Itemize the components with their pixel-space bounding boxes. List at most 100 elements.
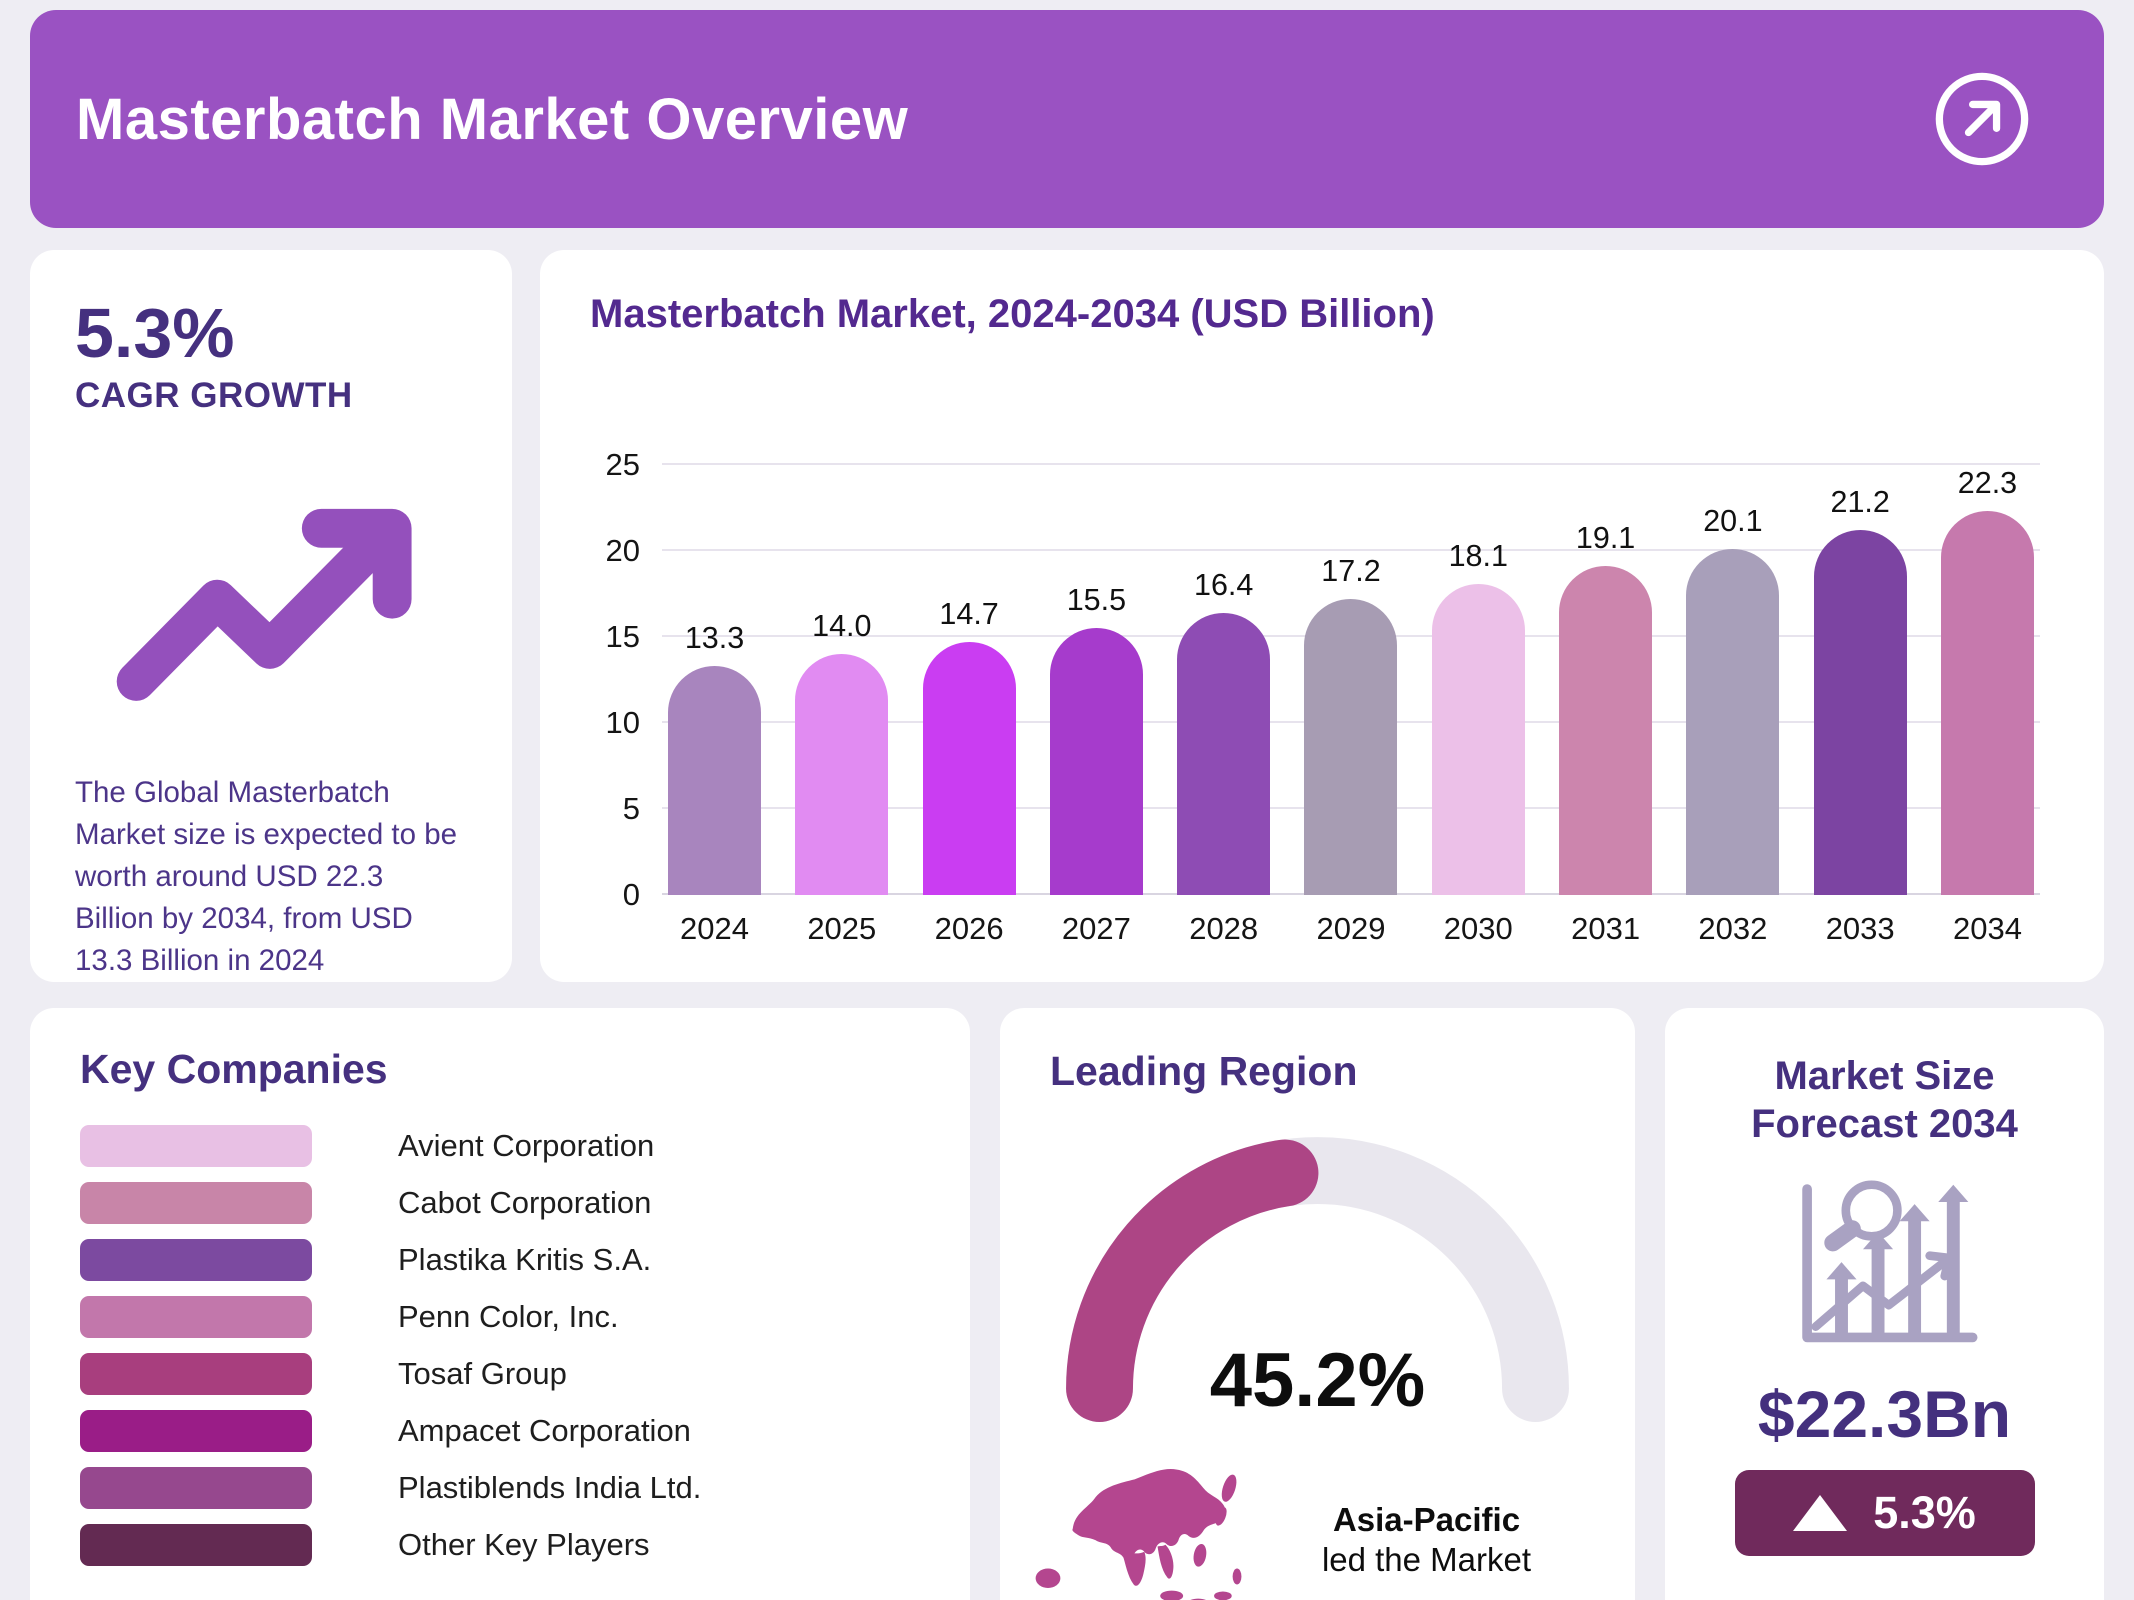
chart-title: Masterbatch Market, 2024-2034 (USD Billi… bbox=[590, 292, 1435, 336]
company-color-swatch bbox=[80, 1239, 312, 1281]
bar-2031 bbox=[1559, 566, 1653, 895]
bar-2034 bbox=[1940, 511, 2034, 895]
company-color-swatch bbox=[80, 1296, 312, 1338]
bar-column-2025: 14.0 2025 bbox=[795, 465, 889, 946]
arrow-up-right-circle-icon bbox=[1930, 72, 2034, 174]
bar-column-2030: 18.1 2030 bbox=[1431, 465, 1525, 946]
bar-column-2027: 15.5 2027 bbox=[1049, 465, 1143, 946]
x-tick-label: 2033 bbox=[1825, 911, 1895, 946]
y-tick-label: 0 bbox=[622, 877, 640, 912]
bar-2024 bbox=[668, 666, 761, 895]
region-share-gauge: 45.2% bbox=[1045, 1121, 1590, 1423]
external-link-button[interactable] bbox=[1930, 67, 2034, 171]
company-row: Cabot Corporation bbox=[80, 1182, 930, 1224]
company-row: Plastiblends India Ltd. bbox=[80, 1467, 930, 1509]
bar-2030 bbox=[1431, 583, 1525, 895]
company-name: Avient Corporation bbox=[398, 1128, 655, 1163]
gridline-25 bbox=[662, 463, 2040, 465]
forecast-title: Market Size Forecast 2034 bbox=[1751, 1054, 2018, 1146]
bar-2032 bbox=[1686, 549, 1780, 895]
bar-value-label: 21.2 bbox=[1830, 485, 1890, 520]
gauge-progress bbox=[1066, 1137, 1569, 1422]
forecast-value: $22.3Bn bbox=[1757, 1376, 2012, 1451]
cagr-value: 5.3% bbox=[75, 294, 235, 372]
bar-chart: 0 5 10 15 20 25 13.3 2024 14.0 2025 14.7 2026 15.5 2… bbox=[606, 447, 2040, 946]
cagr-card: 5.3% CAGR GROWTH The Global Masterbatch … bbox=[30, 250, 512, 983]
region-share-value: 45.2% bbox=[1209, 1338, 1426, 1424]
asia-pacific-map-icon bbox=[1035, 1444, 1260, 1600]
bar-2025 bbox=[795, 654, 889, 895]
x-tick-label: 2029 bbox=[1316, 911, 1386, 946]
trend-up-arrow-icon bbox=[111, 478, 431, 712]
growth-badge: 5.3% bbox=[1734, 1469, 2035, 1556]
y-tick-label: 5 bbox=[622, 791, 640, 826]
company-name: Other Key Players bbox=[398, 1527, 650, 1562]
leading-region-title: Leading Region bbox=[1050, 1048, 1358, 1094]
bar-value-label: 19.1 bbox=[1575, 521, 1636, 556]
market-chart-card: Masterbatch Market, 2024-2034 (USD Billi… bbox=[540, 250, 2104, 983]
bar-value-label: 18.1 bbox=[1448, 538, 1508, 573]
bar-column-2028: 16.4 2028 bbox=[1177, 465, 1271, 946]
region-name: Asia-Pacific bbox=[1332, 1500, 1521, 1538]
bar-value-label: 14.7 bbox=[939, 597, 999, 632]
bar-column-2024: 13.3 2024 bbox=[668, 465, 761, 946]
bar-2033 bbox=[1813, 530, 1907, 895]
region-caption: Asia-Pacific led the Market bbox=[1260, 1501, 1593, 1579]
bottom-row: Key Companies Avient Corporation Cabot Co… bbox=[30, 1008, 2104, 1600]
key-companies-title: Key Companies bbox=[80, 1046, 388, 1092]
leading-region-card: Leading Region 45.2% bbox=[1000, 1008, 1635, 1600]
x-tick-label: 2024 bbox=[680, 911, 749, 946]
growth-value: 5.3% bbox=[1873, 1486, 1976, 1538]
bar-column-2032: 20.1 2032 bbox=[1686, 465, 1780, 946]
company-color-swatch bbox=[80, 1353, 312, 1395]
company-row: Ampacet Corporation bbox=[80, 1410, 930, 1452]
bar-column-2029: 17.2 2029 bbox=[1304, 465, 1398, 946]
bar-value-label: 22.3 bbox=[1957, 466, 2018, 501]
bar-value-label: 17.2 bbox=[1321, 554, 1381, 589]
bar-value-label: 15.5 bbox=[1066, 583, 1127, 618]
company-row: Avient Corporation bbox=[80, 1125, 930, 1167]
bar-column-2031: 19.1 2031 bbox=[1559, 465, 1653, 946]
company-name: Plastika Kritis S.A. bbox=[398, 1242, 652, 1277]
company-row: Tosaf Group bbox=[80, 1353, 930, 1395]
company-name: Ampacet Corporation bbox=[398, 1413, 691, 1448]
bar-2028 bbox=[1177, 612, 1271, 895]
y-tick-label: 25 bbox=[605, 447, 640, 482]
y-tick-label: 15 bbox=[605, 619, 640, 654]
bar-value-label: 16.4 bbox=[1194, 567, 1254, 602]
market-analysis-icon bbox=[1777, 1174, 1992, 1362]
x-tick-label: 2030 bbox=[1443, 911, 1513, 946]
company-color-swatch bbox=[80, 1182, 312, 1224]
bar-value-label: 13.3 bbox=[684, 621, 745, 656]
company-name: Penn Color, Inc. bbox=[398, 1299, 619, 1334]
x-tick-label: 2028 bbox=[1189, 911, 1259, 946]
y-tick-label: 10 bbox=[605, 705, 640, 740]
forecast-card: Market Size Forecast 2034 $22.3Bn bbox=[1665, 1008, 2104, 1600]
company-color-swatch bbox=[80, 1125, 312, 1167]
chart-bars: 13.3 2024 14.0 2025 14.7 2026 15.5 2027 16.4 2028… bbox=[668, 465, 2034, 946]
company-row: Plastika Kritis S.A. bbox=[80, 1239, 930, 1281]
bar-2027 bbox=[1049, 628, 1143, 895]
company-name: Plastiblends India Ltd. bbox=[398, 1470, 702, 1505]
x-tick-label: 2034 bbox=[1952, 911, 2022, 946]
company-row: Penn Color, Inc. bbox=[80, 1296, 930, 1338]
x-tick-label: 2031 bbox=[1571, 911, 1641, 946]
x-tick-label: 2025 bbox=[807, 911, 877, 946]
top-row: 5.3% CAGR GROWTH The Global Masterbatch … bbox=[30, 250, 2104, 983]
company-name: Tosaf Group bbox=[398, 1356, 567, 1391]
header-banner: Masterbatch Market Overview bbox=[30, 10, 2104, 228]
key-companies-card: Key Companies Avient Corporation Cabot Co… bbox=[30, 1008, 970, 1600]
region-subtext: led the Market bbox=[1321, 1540, 1532, 1578]
bar-column-2033: 21.2 2033 bbox=[1813, 465, 1907, 946]
company-color-swatch bbox=[80, 1524, 312, 1566]
x-tick-label: 2026 bbox=[934, 911, 1004, 946]
x-tick-label: 2032 bbox=[1698, 911, 1768, 946]
up-triangle-icon bbox=[1793, 1494, 1848, 1531]
region-bottom: Asia-Pacific led the Market bbox=[1000, 1444, 1635, 1600]
company-color-swatch bbox=[80, 1410, 312, 1452]
y-tick-label: 20 bbox=[605, 533, 640, 568]
company-list: Avient Corporation Cabot Corporation Plast… bbox=[80, 1125, 930, 1566]
page-title: Masterbatch Market Overview bbox=[76, 86, 909, 152]
bar-column-2026: 14.7 2026 bbox=[922, 465, 1016, 946]
